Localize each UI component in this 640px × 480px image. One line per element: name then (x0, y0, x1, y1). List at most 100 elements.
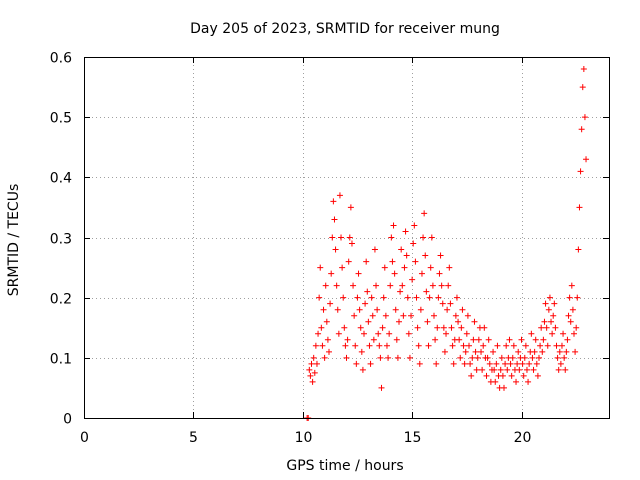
data-point (393, 336, 400, 343)
data-point (383, 342, 390, 349)
data-point (452, 312, 459, 319)
data-point (373, 282, 380, 289)
data-point (311, 369, 318, 376)
data-point (364, 288, 371, 295)
data-point (472, 348, 479, 355)
data-point (560, 330, 567, 337)
data-point (352, 342, 359, 349)
data-point (532, 336, 539, 343)
data-point (572, 348, 579, 355)
y-tick-label: 0.5 (50, 111, 72, 127)
data-point (550, 312, 557, 319)
data-point (435, 294, 442, 301)
data-point (381, 264, 388, 271)
data-point (515, 348, 522, 355)
data-point (467, 360, 474, 367)
data-point (333, 282, 340, 289)
y-tick-label: 0.6 (50, 51, 72, 67)
data-point (577, 168, 584, 175)
data-point (567, 318, 574, 325)
data-point (340, 294, 347, 301)
data-point (526, 360, 533, 367)
data-point (330, 198, 337, 205)
data-point (421, 210, 428, 217)
data-point (480, 342, 487, 349)
data-point (355, 270, 362, 277)
data-point (549, 330, 556, 337)
data-point (392, 306, 399, 313)
data-point (308, 360, 315, 367)
data-point (439, 300, 446, 307)
data-point (541, 318, 548, 325)
data-point (376, 342, 383, 349)
data-point (437, 252, 444, 259)
data-point (382, 312, 389, 319)
data-point (334, 306, 341, 313)
data-point (420, 234, 427, 241)
y-tick-label: 0.3 (50, 232, 72, 248)
data-point (415, 342, 422, 349)
data-point (427, 264, 434, 271)
data-point (543, 324, 550, 331)
data-point (556, 348, 563, 355)
data-point (455, 318, 462, 325)
data-point (444, 306, 451, 313)
data-point (481, 324, 488, 331)
data-point (365, 318, 372, 325)
data-point (491, 366, 498, 373)
y-axis-label: SRMTID / TECUs (6, 184, 22, 297)
data-point (537, 342, 544, 349)
data-point (404, 294, 411, 301)
data-point (400, 312, 407, 319)
data-point (331, 216, 338, 223)
data-point (574, 294, 581, 301)
data-point (557, 360, 564, 367)
data-point (416, 360, 423, 367)
data-point (402, 228, 409, 235)
data-point (307, 372, 314, 379)
data-point (397, 288, 404, 295)
data-point (359, 366, 366, 373)
data-point (552, 324, 559, 331)
data-point (317, 264, 324, 271)
data-point (374, 306, 381, 313)
data-point (523, 366, 530, 373)
data-point (332, 246, 339, 253)
data-point (428, 234, 435, 241)
data-point (558, 342, 565, 349)
data-point (338, 234, 345, 241)
data-point (328, 270, 335, 277)
data-point (321, 354, 328, 361)
data-point (324, 336, 331, 343)
data-point (564, 336, 571, 343)
data-points (304, 66, 590, 421)
data-point (519, 360, 526, 367)
data-point (544, 342, 551, 349)
data-point (573, 324, 580, 331)
data-point (318, 324, 325, 331)
data-point (575, 246, 582, 253)
data-point (498, 354, 505, 361)
data-point (347, 204, 354, 211)
data-point (460, 342, 467, 349)
data-point (316, 294, 323, 301)
data-point (566, 294, 573, 301)
data-point (530, 366, 537, 373)
data-point (475, 336, 482, 343)
data-point (450, 360, 457, 367)
data-point (312, 342, 319, 349)
data-point (424, 318, 431, 325)
data-point (445, 282, 452, 289)
data-point (408, 312, 415, 319)
data-point (366, 342, 373, 349)
data-point (485, 336, 492, 343)
data-point (335, 330, 342, 337)
data-point (399, 282, 406, 289)
data-point (429, 282, 436, 289)
data-point (562, 366, 569, 373)
data-point (473, 366, 480, 373)
data-point (581, 114, 588, 121)
data-point (507, 360, 514, 367)
data-point (319, 342, 326, 349)
data-point (391, 270, 398, 277)
